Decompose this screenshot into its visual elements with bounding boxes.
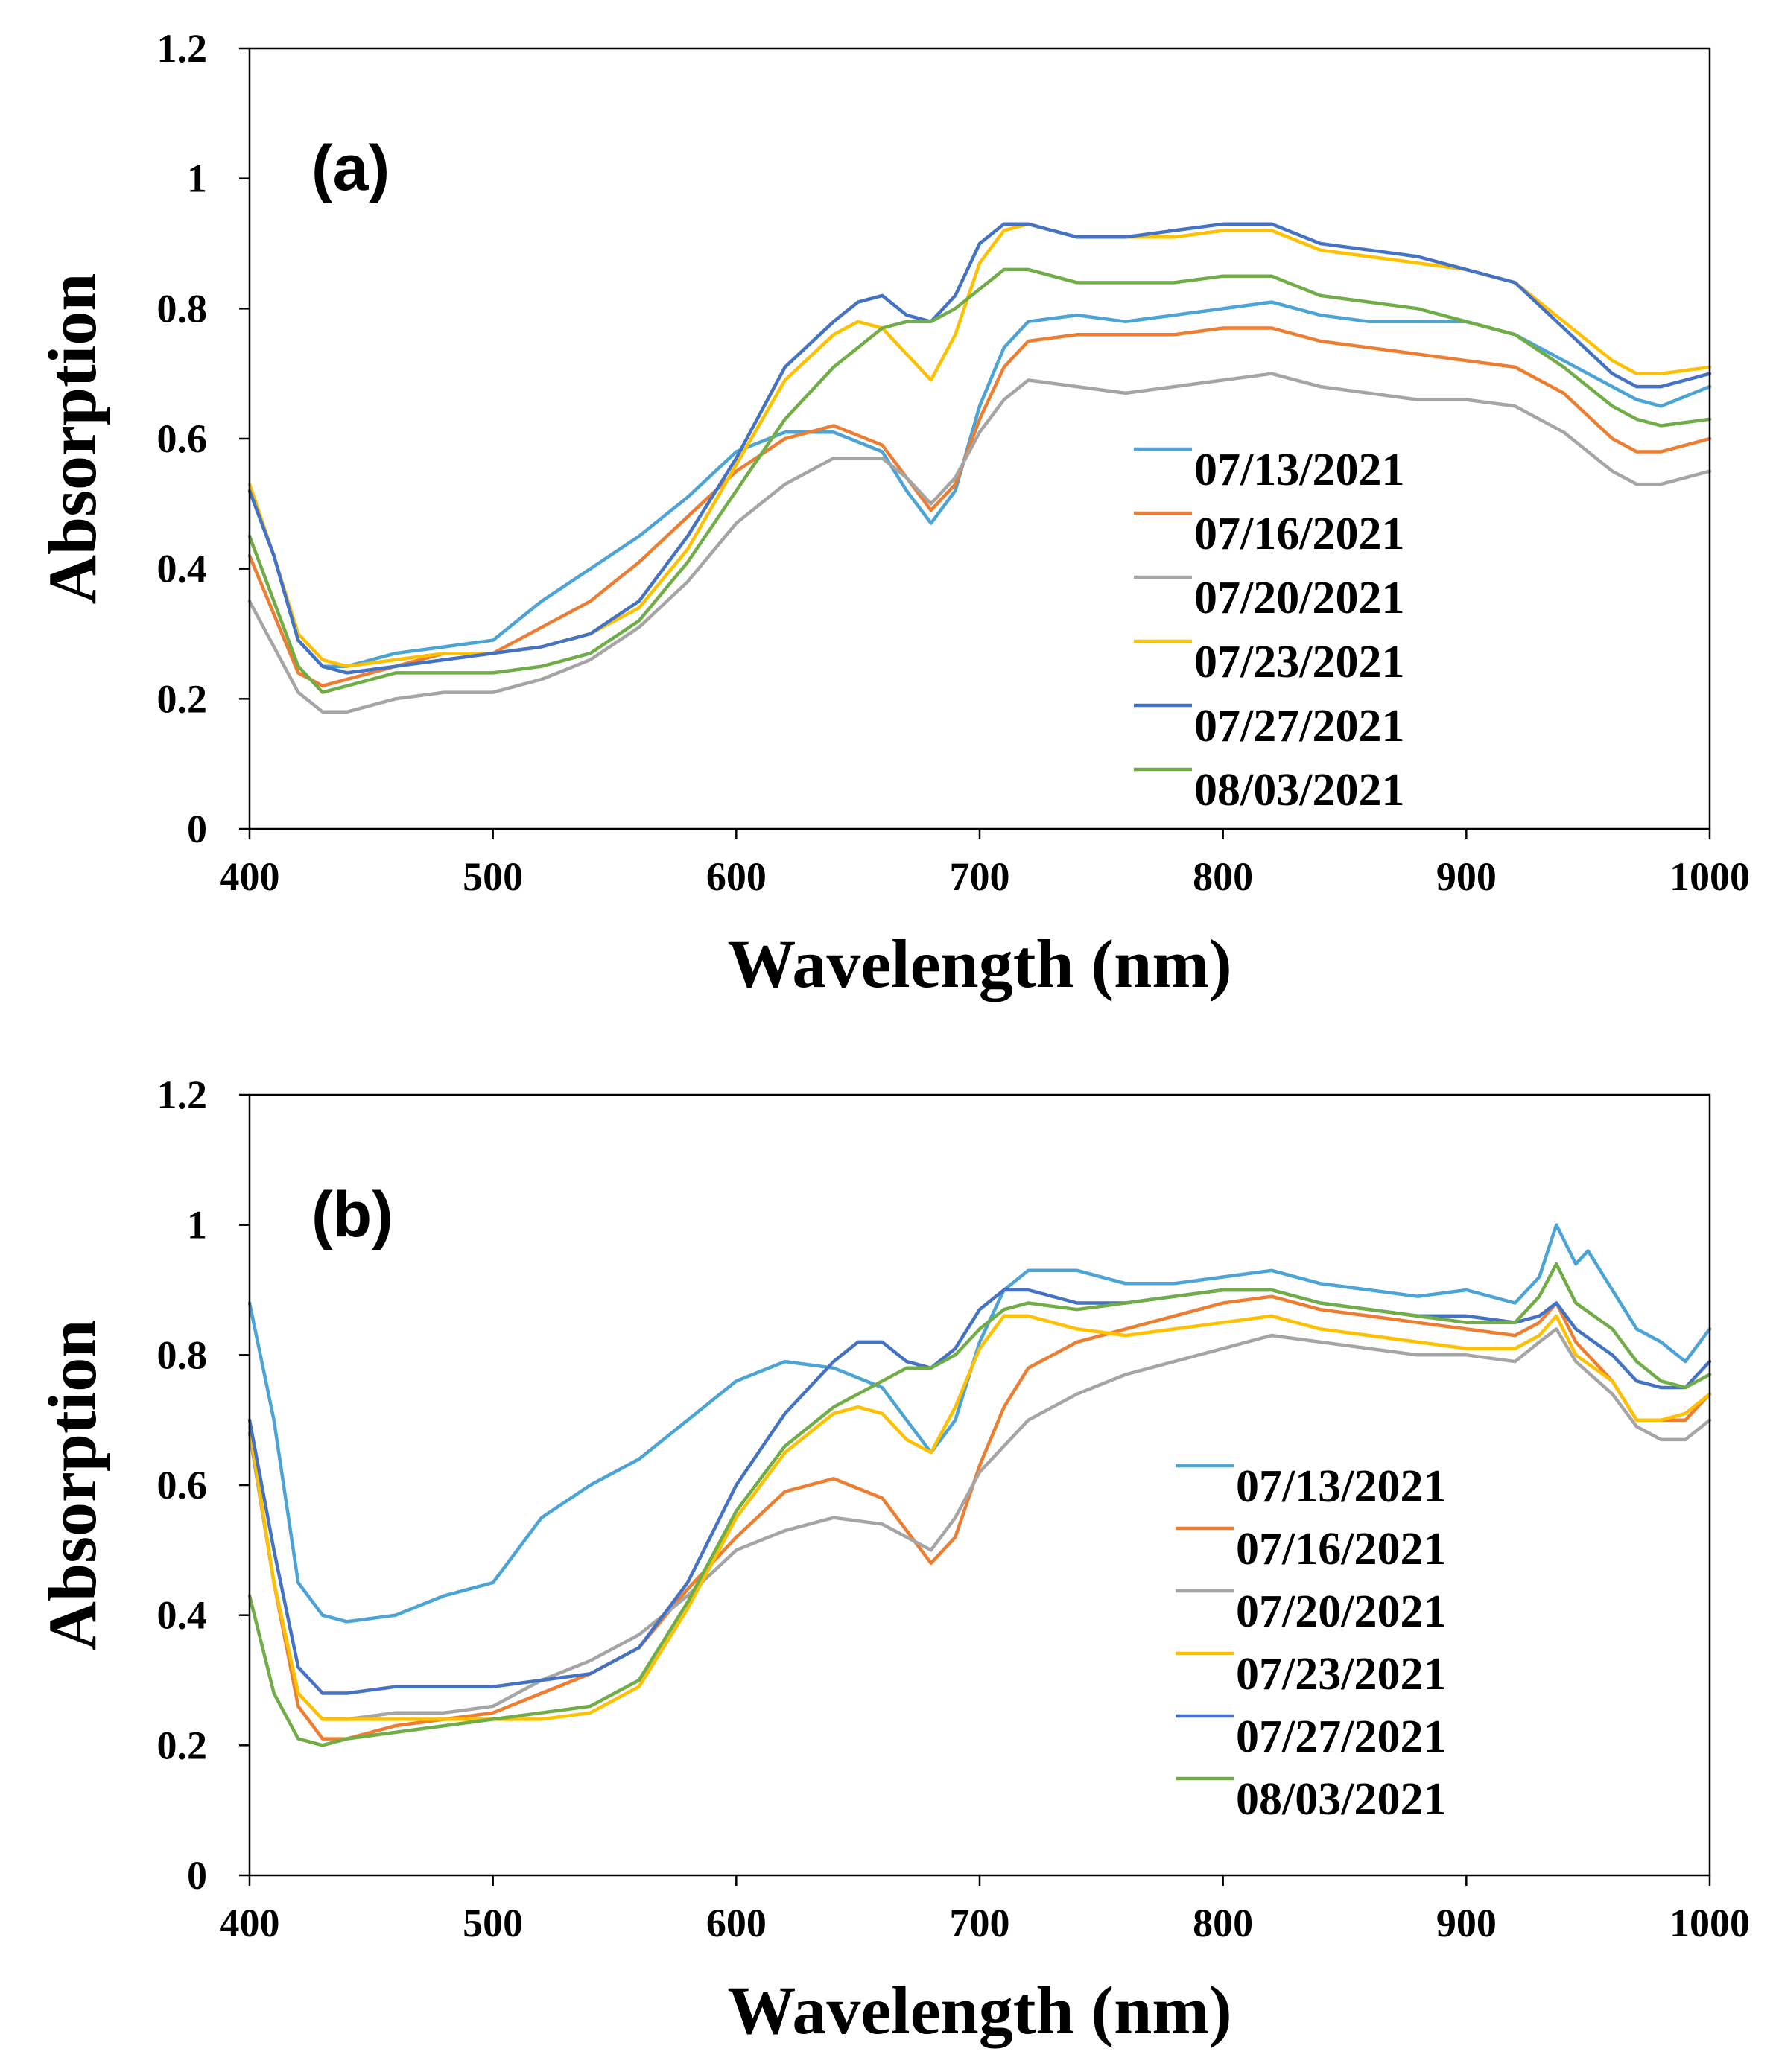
- y-axis-label: Absorption: [34, 1320, 110, 1651]
- panel-label: (b): [311, 1179, 393, 1250]
- legend-label: 07/27/2021: [1194, 701, 1404, 751]
- series-line-07-20-2021: [247, 372, 1712, 714]
- plot-frame: [248, 1093, 1711, 1877]
- legend: 07/13/2021 07/16/2021 07/20/2021 07/23/2021…: [1176, 1461, 1446, 1825]
- x-tick-label: 800: [1193, 854, 1253, 899]
- y-tick-label: 0.2: [157, 1723, 208, 1767]
- y-tick-label: 0.4: [157, 547, 208, 591]
- y-tick-label: 0: [187, 1853, 207, 1898]
- y-tick-label: 0.2: [157, 676, 208, 721]
- x-axis-label: Wavelength (nm): [727, 926, 1231, 1002]
- x-tick-label: 600: [706, 1901, 767, 1945]
- legend-label: 08/03/2021: [1236, 1774, 1446, 1825]
- chart-panel-b: 400 500 600 700 800 900 1000 0 0.2 0.4 0.6 0.8 1 1.2 W…: [34, 1072, 1750, 2048]
- y-tick-label: 0.6: [157, 416, 208, 461]
- x-tick-label: 400: [220, 1901, 280, 1945]
- legend-label: 07/23/2021: [1194, 637, 1404, 687]
- x-axis-label: Wavelength (nm): [727, 1972, 1231, 2048]
- series-line-07-16-2021: [247, 326, 1712, 688]
- series-line-07-27-2021: [247, 1288, 1712, 1695]
- x-tick-label: 900: [1436, 1901, 1497, 1945]
- legend-label: 07/23/2021: [1236, 1649, 1446, 1700]
- panel-label: (a): [311, 133, 390, 204]
- x-tick-label: 1000: [1669, 1901, 1750, 1945]
- legend-label: 07/16/2021: [1194, 509, 1404, 559]
- y-tick-label: 1: [187, 1203, 207, 1248]
- y-tick-label: 1.2: [157, 1072, 208, 1117]
- legend-label: 07/20/2021: [1194, 573, 1404, 623]
- y-tick-label: 1.2: [157, 26, 208, 71]
- legend-label: 08/03/2021: [1194, 765, 1404, 816]
- x-tick-label: 700: [950, 854, 1010, 899]
- y-tick-label: 0.8: [157, 1332, 208, 1377]
- legend-label: 07/13/2021: [1236, 1461, 1446, 1512]
- series-line-07-13-2021: [247, 1223, 1712, 1624]
- y-tick-label: 0.4: [157, 1593, 208, 1638]
- series-line-08-03-2021: [247, 1262, 1712, 1747]
- x-tick-label: 800: [1193, 1901, 1253, 1945]
- y-axis-label: Absorption: [34, 273, 110, 605]
- x-tick-label: 1000: [1669, 854, 1750, 899]
- x-tick-label: 600: [706, 854, 767, 899]
- x-tick-label: 700: [950, 1901, 1010, 1945]
- x-tick-label: 500: [463, 1901, 523, 1945]
- series-line-07-27-2021: [247, 222, 1712, 675]
- legend-label: 07/20/2021: [1236, 1586, 1446, 1637]
- legend: 07/13/2021 07/16/2021 07/20/2021 07/23/2021…: [1134, 445, 1404, 816]
- legend-label: 07/16/2021: [1236, 1524, 1446, 1574]
- series-line-07-13-2021: [247, 300, 1712, 668]
- legend-label: 07/27/2021: [1236, 1712, 1446, 1762]
- series-line-07-23-2021: [247, 1314, 1712, 1721]
- chart-panel-a: 400 500 600 700 800 900 1000 0 0.2 0.4 0.6 0.8 1 1.2 W…: [34, 26, 1750, 1002]
- series-line-08-03-2021: [247, 267, 1712, 694]
- y-tick-label: 0.8: [157, 286, 208, 331]
- y-tick-label: 0.6: [157, 1463, 208, 1507]
- legend-label: 07/13/2021: [1194, 445, 1404, 495]
- x-tick-label: 500: [463, 854, 523, 899]
- y-tick-label: 0: [187, 807, 207, 851]
- series-line-07-16-2021: [247, 1294, 1712, 1741]
- plot-frame: [248, 47, 1711, 830]
- series-line-07-20-2021: [247, 1327, 1712, 1721]
- y-tick-label: 1: [187, 156, 207, 201]
- x-tick-label: 900: [1436, 854, 1497, 899]
- x-tick-label: 400: [220, 854, 280, 899]
